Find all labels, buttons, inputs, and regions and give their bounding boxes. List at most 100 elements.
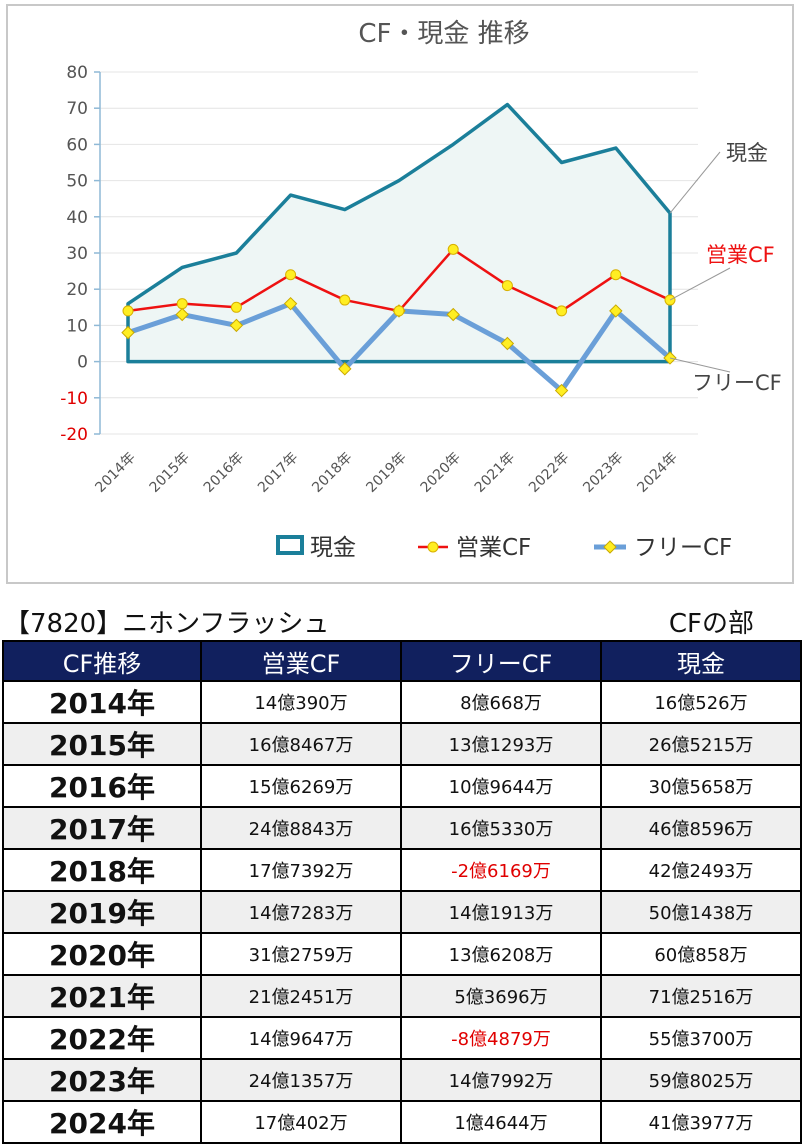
x-tick-label: 2021年 bbox=[472, 450, 518, 496]
operating-cf-cell: 17億402万 bbox=[200, 1100, 402, 1144]
table-row: 2020年 31億2759万 13億6208万 60億858万 bbox=[2, 932, 802, 976]
year-cell: 2014年 bbox=[2, 680, 202, 724]
cash-series-line bbox=[126, 102, 672, 364]
company-name: 【7820】ニホンフラッシュ bbox=[4, 609, 330, 639]
x-tick-label: 2016年 bbox=[201, 450, 247, 496]
y-tick-label: -20 bbox=[60, 425, 88, 445]
legend-cash-label: 現金 bbox=[310, 535, 356, 561]
free-cf-point bbox=[446, 307, 460, 322]
cash-cell: 46億8596万 bbox=[600, 806, 802, 850]
year-cell: 2024年 bbox=[2, 1100, 202, 1144]
cash-area bbox=[128, 104, 670, 362]
table-body: 2014年 14億390万 8億668万 16億526万 2015年 16億8467万 13… bbox=[2, 680, 802, 1144]
x-tick-label: 2023年 bbox=[580, 450, 626, 496]
table-header-row: CF推移 営業CF フリーCF 現金 bbox=[2, 640, 802, 682]
x-tick-label: 2015年 bbox=[147, 450, 193, 496]
free-cf-point bbox=[283, 296, 298, 311]
y-tick-label: 40 bbox=[66, 208, 88, 228]
operating-cf-cell: 24億8843万 bbox=[200, 806, 402, 850]
chart-title: CF・現金 推移 bbox=[358, 19, 529, 49]
operating-cf-point bbox=[230, 301, 242, 313]
header-cf-trend: CF推移 bbox=[2, 640, 202, 682]
table-row: 2015年 16億8467万 13億1293万 26億5215万 bbox=[2, 722, 802, 766]
y-tick-label: 10 bbox=[66, 316, 88, 336]
cash-cell: 41億3977万 bbox=[600, 1100, 802, 1144]
operating-cf-cell: 14億390万 bbox=[200, 680, 402, 724]
legend-free-cf-label: フリーCF bbox=[634, 535, 732, 561]
legend-operating-cf-marker bbox=[427, 541, 439, 553]
operating-cf-point bbox=[556, 305, 568, 317]
cash-cell: 16億526万 bbox=[600, 680, 802, 724]
x-tick-label: 2018年 bbox=[309, 450, 355, 496]
free-cf-point bbox=[175, 307, 189, 322]
y-tick-label: -10 bbox=[60, 389, 88, 409]
table-row: 2016年 15億6269万 10億9644万 30億5658万 bbox=[2, 764, 802, 808]
x-tick-label: 2014年 bbox=[92, 450, 138, 496]
chart-area-layer bbox=[128, 104, 670, 362]
free-cf-leader-line bbox=[669, 357, 731, 373]
table-row: 2022年 14億9647万 -8億4879万 55億3700万 bbox=[2, 1016, 802, 1060]
operating-cf-point bbox=[339, 294, 351, 306]
free-cf-cell: 5億3696万 bbox=[400, 974, 602, 1018]
cash-cell: 26億5215万 bbox=[600, 722, 802, 766]
free-cf-cell: 13億1293万 bbox=[400, 722, 602, 766]
operating-cf-cell: 24億1357万 bbox=[200, 1058, 402, 1102]
operating-cf-point bbox=[447, 243, 459, 255]
header-cash: 現金 bbox=[600, 640, 802, 682]
section-title: CFの部 bbox=[668, 609, 754, 639]
operating-cf-cell: 14億7283万 bbox=[200, 890, 402, 934]
x-tick-label: 2017年 bbox=[255, 450, 301, 496]
x-tick-label: 2019年 bbox=[363, 450, 409, 496]
legend-free-cf-marker bbox=[603, 540, 617, 554]
year-cell: 2019年 bbox=[2, 890, 202, 934]
year-cell: 2021年 bbox=[2, 974, 202, 1018]
free-cf-cell: 14億1913万 bbox=[400, 890, 602, 934]
legend-operating-cf-label: 営業CF bbox=[456, 535, 531, 561]
year-cell: 2016年 bbox=[2, 764, 202, 808]
table-row: 2014年 14億390万 8億668万 16億526万 bbox=[2, 680, 802, 724]
cash-cell: 55億3700万 bbox=[600, 1016, 802, 1060]
operating-cf-point bbox=[610, 269, 622, 281]
operating-cf-leader-line bbox=[669, 267, 731, 301]
x-tick-label: 2022年 bbox=[526, 450, 572, 496]
operating-cf-cell: 15億6269万 bbox=[200, 764, 402, 808]
table-row: 2023年 24億1357万 14億7992万 59億8025万 bbox=[2, 1058, 802, 1102]
cash-cell: 30億5658万 bbox=[600, 764, 802, 808]
year-cell: 2017年 bbox=[2, 806, 202, 850]
x-tick-label: 2024年 bbox=[634, 450, 680, 496]
table-row: 2017年 24億8843万 16億5330万 46億8596万 bbox=[2, 806, 802, 850]
chart-legend: 現金 営業CF フリーCF bbox=[276, 535, 732, 561]
table-row: 2018年 17億7392万 -2億6169万 42億2493万 bbox=[2, 848, 802, 892]
year-cell: 2022年 bbox=[2, 1016, 202, 1060]
chart-series bbox=[121, 102, 677, 398]
y-tick-label: 60 bbox=[66, 135, 88, 155]
operating-cf-cell: 16億8467万 bbox=[200, 722, 402, 766]
table-row: 2021年 21億2451万 5億3696万 71億2516万 bbox=[2, 974, 802, 1018]
y-tick-label: 50 bbox=[66, 172, 88, 192]
y-tick-label: 30 bbox=[66, 244, 88, 264]
cash-cell: 71億2516万 bbox=[600, 974, 802, 1018]
header-operating-cf: 営業CF bbox=[200, 640, 402, 682]
table-row: 2024年 17億402万 1億4644万 41億3977万 bbox=[2, 1100, 802, 1144]
cash-end-label: 現金 bbox=[726, 141, 768, 165]
year-cell: 2015年 bbox=[2, 722, 202, 766]
free-cf-cell: 1億4644万 bbox=[400, 1100, 602, 1144]
header-free-cf: フリーCF bbox=[400, 640, 602, 682]
x-tick-label: 2020年 bbox=[418, 450, 464, 496]
operating-cf-cell: 21億2451万 bbox=[200, 974, 402, 1018]
chart-panel: CF・現金 推移 80 70 60 50 40 30 20 10 0 -10 -20 2014年 201… bbox=[6, 4, 794, 584]
free-cf-cell: -8億4879万 bbox=[400, 1016, 602, 1060]
cash-cell: 59億8025万 bbox=[600, 1058, 802, 1102]
year-cell: 2018年 bbox=[2, 848, 202, 892]
operating-cf-cell: 17億7392万 bbox=[200, 848, 402, 892]
y-tick-label: 80 bbox=[66, 63, 88, 83]
free-cf-point bbox=[338, 362, 352, 376]
cf-table: CF推移 営業CF フリーCF 現金 2014年 14億390万 8億668万 16億… bbox=[2, 640, 802, 1144]
y-tick-label: 20 bbox=[66, 280, 88, 300]
table-heading: 【7820】ニホンフラッシュ CFの部 bbox=[4, 603, 798, 639]
operating-cf-point bbox=[122, 305, 134, 317]
cash-cell: 50億1438万 bbox=[600, 890, 802, 934]
free-cf-point bbox=[554, 383, 569, 398]
free-cf-point bbox=[229, 318, 244, 333]
free-cf-cell: 16億5330万 bbox=[400, 806, 602, 850]
